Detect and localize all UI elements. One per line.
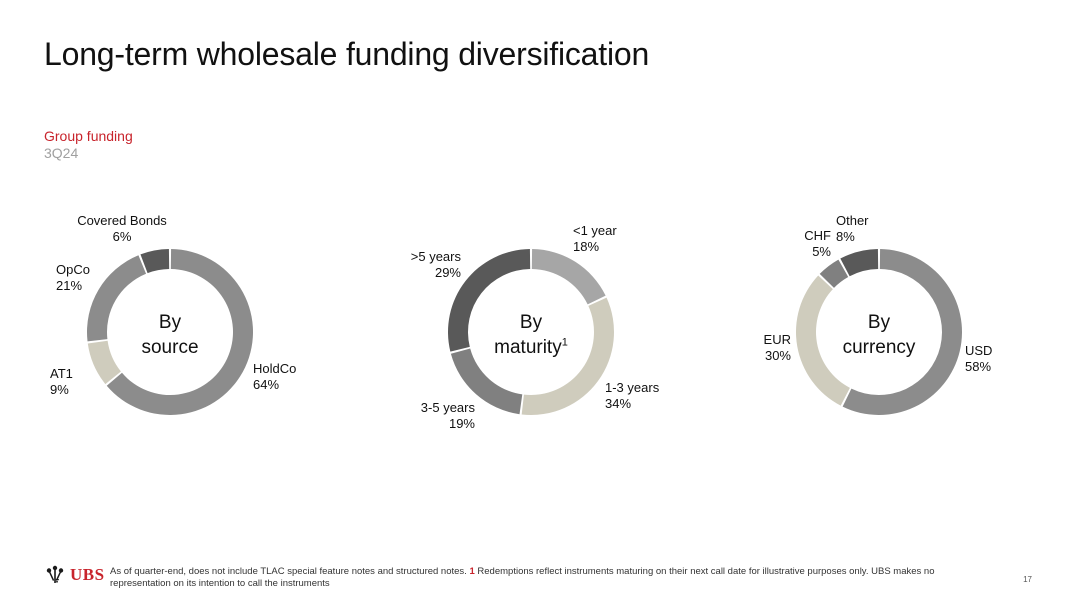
slice-label-name: Covered Bonds (77, 213, 167, 228)
donut-slice-covered-bonds (140, 249, 170, 274)
slice-label-chf: CHF 5% (789, 228, 831, 260)
slice-label-value: 64% (253, 377, 280, 392)
page-number: 17 (1023, 575, 1032, 584)
donut-chart-by-source: By source HoldCo 64% AT1 9% OpCo 21% Cov… (30, 200, 310, 450)
slice-label-name: CHF (804, 228, 831, 243)
slice-label-name: AT1 (50, 366, 73, 381)
donut-slice-eur (796, 275, 850, 406)
slice-label-name: >5 years (410, 249, 461, 264)
slice-label-covered-bonds: Covered Bonds 6% (72, 213, 172, 245)
center-label-line1: By (158, 312, 182, 333)
donut-slice-at1 (87, 340, 121, 385)
subtitle-group-funding: Group funding (44, 128, 133, 144)
donut-center-label: By maturity1 (471, 310, 591, 360)
donut-svg-currency (796, 249, 962, 415)
slice-label-holdco: HoldCo 64% (253, 361, 296, 393)
slice-label-value: 30% (764, 348, 791, 363)
slice-label-opco: OpCo 21% (56, 262, 90, 294)
slice-label-eur: EUR 30% (749, 332, 791, 364)
donut-chart-by-maturity: By maturity1 <1 year 18% 1-3 years 34% 3… (391, 200, 671, 450)
donut-chart-by-currency: By currency USD 58% EUR 30% CHF 5% Other… (739, 200, 1019, 450)
slice-label-name: EUR (763, 332, 791, 347)
donut-center-label: By currency (819, 310, 939, 360)
center-label-line2-wrap: maturity1 (471, 335, 591, 360)
slice-label-value: 8% (836, 229, 855, 244)
slice-label-value: 19% (448, 416, 475, 431)
slice-label-value: 18% (573, 239, 600, 254)
slice-label-value: 6% (112, 229, 132, 244)
slice-label-at1: AT1 9% (50, 366, 73, 398)
donut-slice-1-3-years (521, 297, 614, 415)
footnote-text-part2: Redemptions reflect instruments maturing… (110, 566, 935, 589)
donut-center-label: By source (110, 310, 230, 360)
slice-label-value: 58% (965, 359, 992, 374)
ubs-logo-text: UBS (70, 565, 105, 584)
slice-label-other: Other 8% (836, 213, 869, 245)
donut-slice-3-5-years (450, 348, 523, 415)
footnote-ref-number: 1 (469, 566, 475, 577)
center-label-line1: By (519, 312, 543, 333)
donut-slice-chf (819, 259, 849, 288)
slice-label-name: HoldCo (253, 361, 297, 376)
slice-label-value: 9% (50, 382, 69, 397)
donut-slice-opco (87, 255, 147, 342)
donut-slice-usd (842, 249, 962, 415)
slice-label-name: 1-3 years (605, 380, 660, 395)
donut-slice-5-years (448, 249, 531, 352)
slice-label-name: <1 year (573, 223, 617, 238)
donut-slice-holdco (106, 249, 254, 415)
ubs-keys-icon (46, 565, 64, 583)
page-title: Long-term wholesale funding diversificat… (44, 36, 650, 72)
slice-label-over-5-years: >5 years 29% (391, 249, 461, 281)
slice-label-value: 29% (434, 265, 461, 280)
slice-label-usd: USD 58% (965, 343, 992, 375)
slice-label-value: 34% (605, 396, 632, 411)
slice-label-name: 3-5 years (420, 400, 475, 415)
slice-label-value: 21% (56, 278, 83, 293)
center-label-line2: source (141, 337, 199, 358)
donut-svg-maturity (448, 249, 614, 415)
slice-label-value: 5% (812, 244, 831, 259)
subtitle-period: 3Q24 (44, 145, 79, 161)
slice-label-name: USD (965, 343, 993, 358)
donut-slice-other (840, 249, 879, 277)
slice-label-3-5-years: 3-5 years 19% (405, 400, 475, 432)
center-label-line2: currency (842, 337, 916, 358)
slice-label-under-1-year: <1 year 18% (573, 223, 617, 255)
slice-label-name: Other (836, 213, 869, 228)
center-label-line2: maturity (494, 337, 562, 358)
slice-label-name: OpCo (56, 262, 90, 277)
center-label-line1: By (867, 312, 891, 333)
footnote-text-part1: As of quarter-end, does not include TLAC… (110, 566, 470, 577)
donut-slice-1-year (531, 249, 606, 305)
footnote-ref-1: 1 (561, 336, 568, 349)
donut-svg-source (87, 249, 254, 415)
chart-subtitle: Group funding 3Q24 (44, 128, 133, 162)
ubs-logo: UBS (44, 565, 105, 585)
slice-label-1-3-years: 1-3 years 34% (605, 380, 659, 412)
footnote: As of quarter-end, does not include TLAC… (110, 566, 990, 590)
